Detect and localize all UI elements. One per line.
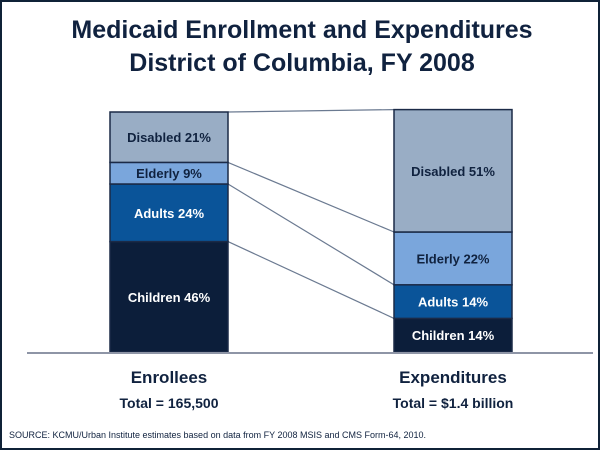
connector-line xyxy=(227,109,395,113)
data-label-elderly-enrollees: Elderly 9% xyxy=(136,166,202,181)
connector-line xyxy=(227,241,395,319)
data-label-children-enrollees: Children 46% xyxy=(128,290,211,305)
source-note: SOURCE: KCMU/Urban Institute estimates b… xyxy=(9,430,427,440)
data-label-adults-enrollees: Adults 24% xyxy=(134,206,205,221)
data-label-children-expenditures: Children 14% xyxy=(412,328,495,343)
category-total-expenditures: Total = $1.4 billion xyxy=(392,395,514,411)
chart-subtitle: District of Columbia, FY 2008 xyxy=(129,49,475,77)
data-label-elderly-expenditures: Elderly 22% xyxy=(417,251,490,266)
connector-line xyxy=(227,183,395,286)
bar-segment-disabled-expenditures xyxy=(393,108,513,233)
data-label-disabled-expenditures: Disabled 51% xyxy=(411,164,495,179)
category-total-enrollees: Total = 165,500 xyxy=(119,395,219,411)
bar-segment-adults-enrollees xyxy=(109,183,229,243)
chart-title: Medicaid Enrollment and Expenditures xyxy=(71,16,533,44)
category-label-enrollees: Enrollees xyxy=(130,368,208,387)
bar-segment-adults-expenditures xyxy=(393,284,513,320)
bar-segment-elderly-expenditures xyxy=(393,231,513,286)
bar-segment-disabled-enrollees xyxy=(109,111,229,164)
data-label-adults-expenditures: Adults 14% xyxy=(418,295,489,310)
connector-line xyxy=(227,161,395,233)
category-label-expenditures: Expenditures xyxy=(399,368,507,387)
data-label-disabled-enrollees: Disabled 21% xyxy=(127,130,211,145)
